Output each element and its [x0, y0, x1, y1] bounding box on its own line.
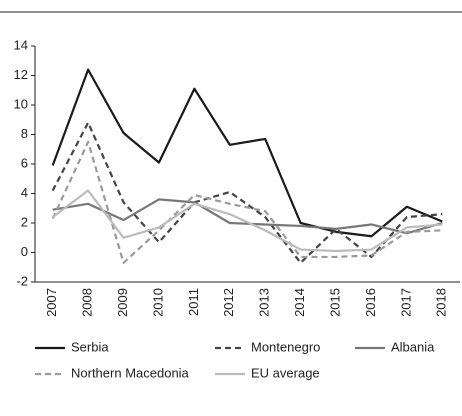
y-tick-label: 6: [21, 155, 28, 170]
series-line: [52, 198, 443, 235]
x-tick-label: 2008: [80, 288, 95, 317]
legend-label: Albania: [391, 339, 435, 354]
y-tick-label: 10: [14, 96, 28, 111]
legend-label: Serbia: [71, 339, 109, 354]
y-tick-label: 0: [21, 244, 28, 259]
y-tick-label: 14: [14, 37, 28, 52]
x-tick-label: 2012: [221, 288, 236, 317]
x-tick-label: 2013: [257, 288, 272, 317]
y-tick-label: 8: [21, 126, 28, 141]
x-tick-label: 2009: [115, 288, 130, 317]
x-tick-label: 2007: [44, 288, 59, 317]
legend-label: Montenegro: [251, 339, 320, 354]
series-line: [51, 68, 443, 238]
y-tick-label: 4: [21, 185, 28, 200]
x-tick-label: 2018: [434, 288, 449, 317]
legend-label: EU average: [251, 365, 320, 380]
y-tick-label: 12: [14, 67, 28, 82]
y-tick-label: -2: [16, 273, 28, 288]
series-line: [51, 121, 443, 264]
x-tick-label: 2014: [292, 288, 307, 317]
series-line: [51, 140, 443, 264]
x-tick-label: 2015: [327, 288, 342, 317]
y-tick-label: 2: [21, 214, 28, 229]
x-tick-label: 2011: [186, 288, 201, 316]
series-line: [52, 189, 443, 253]
x-tick-label: 2017: [398, 288, 413, 317]
x-tick-label: 2016: [363, 288, 378, 317]
x-tick-label: 2010: [150, 288, 165, 317]
legend-label: Northern Macedonia: [71, 365, 190, 380]
